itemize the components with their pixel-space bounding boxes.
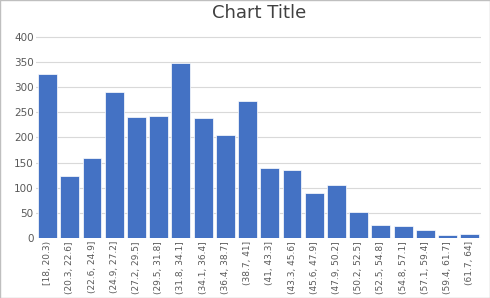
Bar [149,116,168,238]
Bar [438,235,457,238]
Bar [127,117,146,238]
Bar [60,176,79,238]
Bar [238,101,257,238]
Bar [83,158,101,238]
Title: Chart Title: Chart Title [212,4,306,22]
Bar [416,230,435,238]
Bar [172,63,191,238]
Bar [260,168,279,238]
Bar [194,118,213,238]
Bar [38,74,57,238]
Bar [105,92,123,238]
Bar [371,225,391,238]
Bar [305,193,324,238]
Bar [216,135,235,238]
Bar [283,170,301,238]
Bar [349,212,368,238]
Bar [327,185,346,238]
Bar [393,226,413,238]
Bar [461,234,479,238]
